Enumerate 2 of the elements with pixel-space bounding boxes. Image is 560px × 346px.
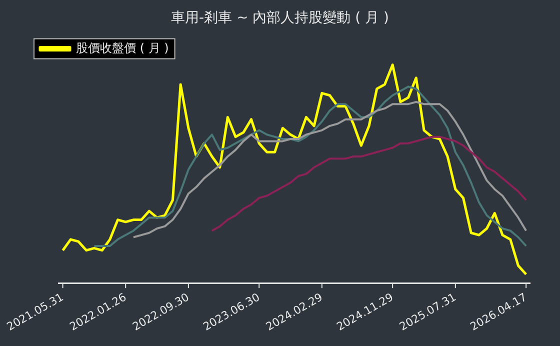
- chart-title: 車用-剎車 ~ 內部人持股變動 ( 月 ): [171, 10, 389, 26]
- legend-label: 股價收盤價 ( 月 ): [76, 40, 169, 55]
